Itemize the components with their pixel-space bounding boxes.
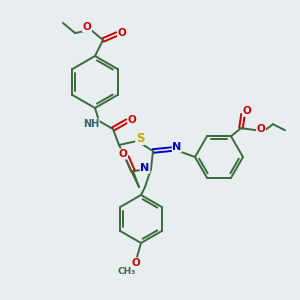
Text: O: O (118, 28, 126, 38)
Text: NH: NH (83, 119, 99, 129)
Text: O: O (243, 106, 251, 116)
Text: O: O (118, 149, 127, 159)
Text: N: N (140, 163, 150, 173)
Text: O: O (256, 124, 266, 134)
Text: O: O (132, 258, 140, 268)
Text: S: S (136, 131, 144, 145)
Text: O: O (82, 22, 91, 32)
Text: CH₃: CH₃ (118, 266, 136, 275)
Text: O: O (128, 115, 136, 125)
Text: N: N (172, 142, 182, 152)
